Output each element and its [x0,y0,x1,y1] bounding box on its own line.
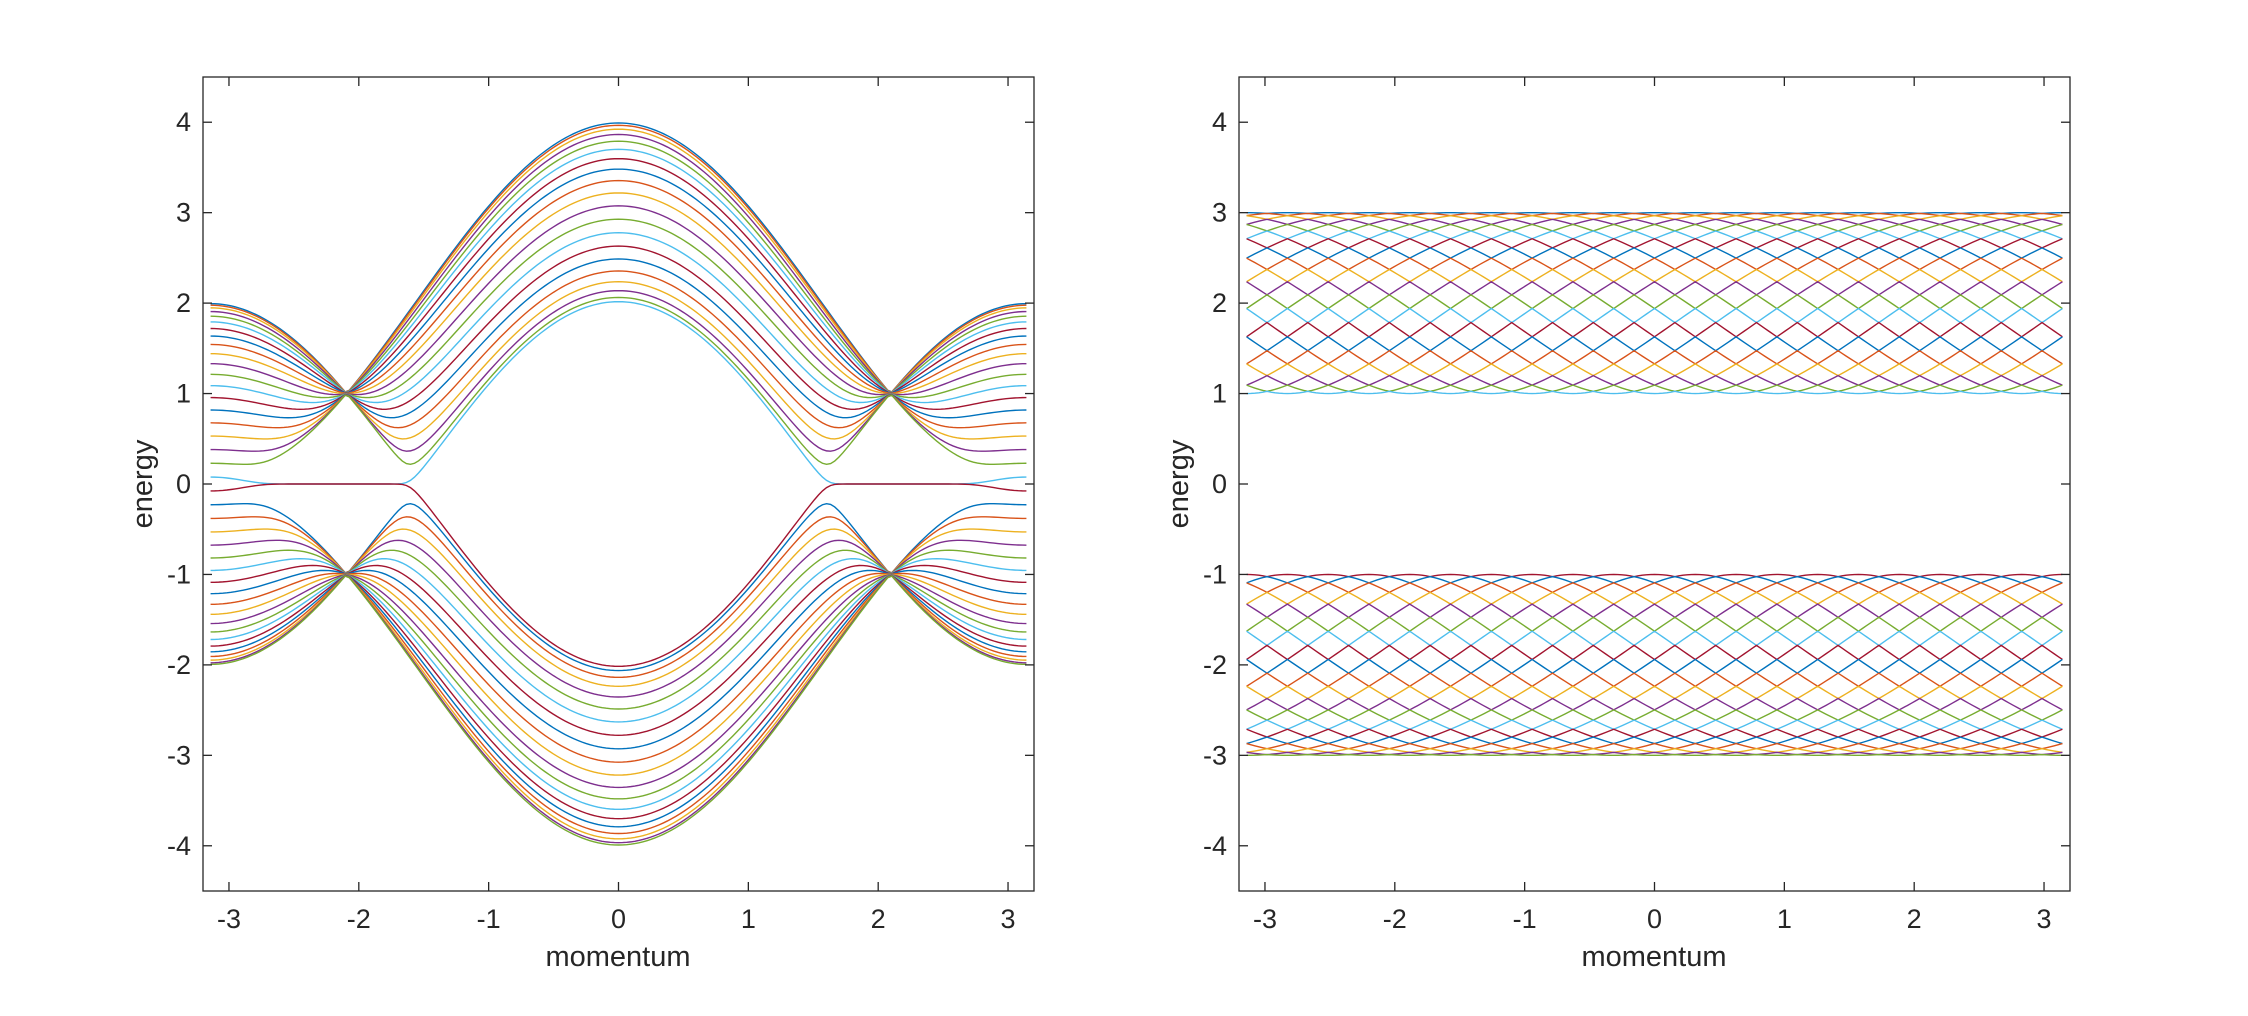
right-plot-series-line-25 [1246,603,2063,619]
right-plot: -3 -2 -1 0 1 2 3 -4 -3 -2 -1 0 1 2 3 4 momentum energy [1163,76,2071,973]
left-plot-x-tick-label: -2 [347,904,371,934]
right-plot-series-line-13 [1246,307,2063,324]
right-plot-series-line-5 [1246,223,2063,232]
right-plot-y-tick-label: -1 [1203,559,1227,589]
right-plot-series-line-31 [1246,685,2063,700]
right-plot-series-line-3 [1246,214,2063,221]
right-plot-series-line-21 [1246,573,2063,578]
left-plot-y-tick-label: -4 [167,831,191,861]
left-plot-y-tick-label: 3 [176,198,191,228]
left-plot-y-tick-label: -2 [167,650,191,680]
right-plot-y-tick-label: -4 [1203,831,1227,861]
left-plot-y-axis-label: energy [127,439,159,528]
right-plot-series-lines [1246,211,2063,757]
left-plot-x-tick-label: -1 [477,904,501,934]
left-plot-y-tick-label: -1 [167,559,191,589]
right-plot-x-tick-label: 0 [1647,904,1662,934]
right-plot-y-axis-label: energy [1163,439,1195,528]
right-plot-series-line-15 [1246,335,2063,352]
left-plot-x-tick-label: 3 [1001,904,1016,934]
left-plot-series-lines [210,122,1027,846]
right-plot-x-tick-label: 1 [1777,904,1792,934]
right-plot-x-tick-label: -2 [1383,904,1407,934]
right-plot-y-tick-label: -2 [1203,650,1227,680]
right-plot-y-tick-label: 4 [1212,107,1227,137]
left-plot-x-tick-label: 0 [611,904,626,934]
right-plot-series-line-35 [1246,728,2063,738]
right-plot-x-tick-label: 2 [1907,904,1922,934]
right-plot-y-tick-label: 1 [1212,379,1227,409]
right-plot-series-line-17 [1246,363,2063,377]
right-plot-x-tick-label: 3 [2037,904,2052,934]
right-plot-ticks: -3 -2 -1 0 1 2 3 -4 -3 -2 -1 0 1 2 3 4 [1203,77,2070,934]
left-plot-y-tick-label: -3 [167,740,191,770]
right-plot-series-line-39 [1246,751,2063,756]
right-plot-series-line-37 [1246,742,2063,750]
right-plot-x-tick-label: -1 [1513,904,1537,934]
left-plot: -3 -2 -1 0 1 2 3 -4 -3 -2 -1 0 1 2 3 4 momentum energy [127,76,1035,973]
left-plot-x-tick-label: 1 [741,904,756,934]
right-plot-series-line-23 [1246,582,2063,594]
right-plot-series-line-40 [1246,753,2063,757]
right-plot-x-axis-label: momentum [1581,941,1726,973]
right-plot-y-tick-label: 0 [1212,469,1227,499]
right-plot-series-line-1 [1246,211,2063,215]
left-plot-x-tick-label: -3 [217,904,241,934]
left-plot-series-line-19 [210,296,1027,466]
left-plot-y-tick-label: 1 [176,379,191,409]
left-plot-series-line-21 [210,483,1027,668]
right-plot-y-tick-label: 2 [1212,288,1227,318]
right-plot-series-line-19 [1246,384,2063,393]
right-plot-series-line-7 [1246,238,2063,249]
left-plot-x-tick-label: 2 [871,904,886,934]
left-plot-y-tick-label: 4 [176,107,191,137]
right-plot-y-tick-label: 3 [1212,198,1227,228]
left-plot-series-line-40 [210,575,1027,846]
right-plot-x-tick-label: -3 [1253,904,1277,934]
left-plot-y-tick-label: 2 [176,288,191,318]
left-plot-ticks: -3 -2 -1 0 1 2 3 -4 -3 -2 -1 0 1 2 3 4 [167,77,1034,934]
right-plot-series-line-27 [1246,630,2063,647]
right-plot-series-line-9 [1246,257,2063,271]
left-plot-x-axis-label: momentum [545,941,690,973]
right-plot-y-tick-label: -3 [1203,740,1227,770]
right-plot-series-line-29 [1246,658,2063,674]
right-plot-series-line-20 [1246,390,2063,395]
right-plot-series-line-33 [1246,709,2063,721]
right-plot-series-line-11 [1246,280,2063,296]
left-plot-y-tick-label: 0 [176,469,191,499]
